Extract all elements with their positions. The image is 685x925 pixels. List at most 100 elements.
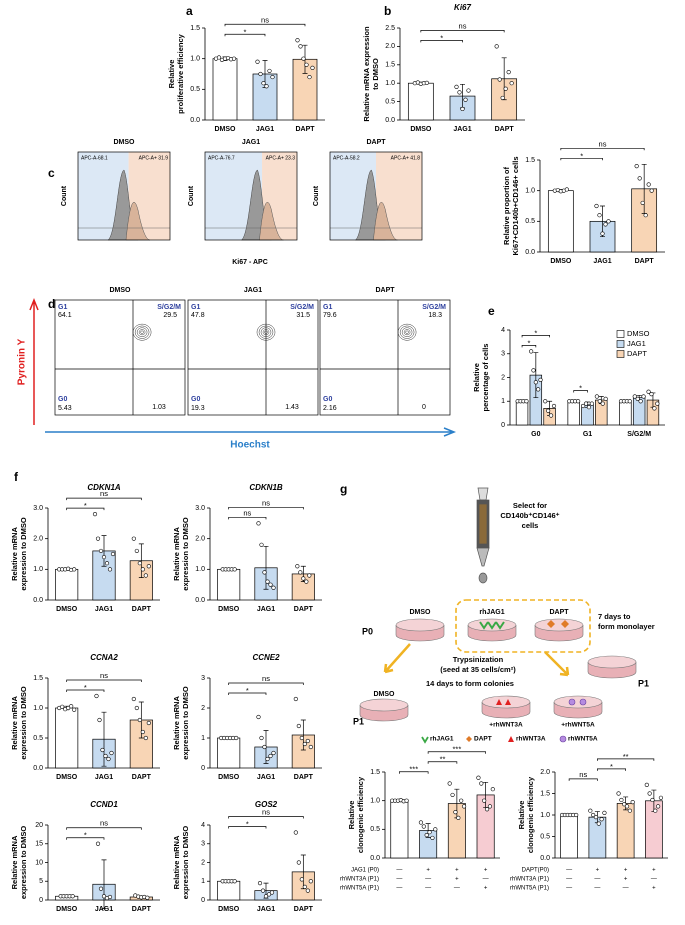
y-axis-label: Relative mRNA bbox=[172, 696, 181, 750]
dish-top bbox=[553, 695, 603, 709]
data-point bbox=[652, 406, 657, 411]
bar bbox=[560, 814, 578, 859]
significance-label: ** bbox=[440, 755, 446, 764]
data-point bbox=[646, 389, 651, 394]
bar bbox=[547, 190, 574, 253]
y-tick-label: 0.0 bbox=[540, 855, 550, 862]
y-axis-label: Relative bbox=[472, 363, 481, 392]
condition-mark: — bbox=[566, 886, 572, 892]
y-tick-label: 1.0 bbox=[525, 188, 535, 195]
x-tick-label: DAPT bbox=[294, 906, 314, 913]
data-point bbox=[143, 735, 148, 741]
p1-label: P1 bbox=[638, 678, 649, 688]
quadrant-value: 47.8 bbox=[191, 312, 205, 319]
significance-bracket bbox=[597, 768, 626, 771]
chart-title: CCNE2 bbox=[252, 653, 280, 662]
contour bbox=[260, 327, 272, 337]
y-tick-label: 1.0 bbox=[385, 80, 395, 87]
bar bbox=[217, 737, 241, 769]
y-tick-label: 2.0 bbox=[385, 43, 395, 50]
significance-bracket bbox=[521, 335, 550, 338]
significance-label: ns bbox=[261, 15, 269, 24]
flow-title: DAPT bbox=[366, 139, 386, 146]
panel-letter: a bbox=[186, 4, 193, 18]
data-point bbox=[603, 396, 608, 401]
y-tick-label: 1.5 bbox=[385, 62, 395, 69]
y-axis-label: Count bbox=[188, 185, 195, 206]
plot-frame bbox=[319, 299, 451, 416]
data-point bbox=[131, 536, 136, 541]
y-axis-label: expression to DMSO bbox=[181, 686, 190, 760]
data-point bbox=[104, 561, 110, 566]
data-point bbox=[266, 892, 272, 897]
data-point bbox=[427, 830, 432, 835]
significance-label: ns bbox=[459, 21, 467, 30]
x-tick-label: DAPT bbox=[295, 126, 315, 133]
data-point bbox=[597, 213, 602, 218]
data-point bbox=[658, 795, 664, 800]
data-point bbox=[98, 548, 104, 554]
data-point bbox=[261, 81, 266, 86]
significance-bracket bbox=[597, 758, 655, 761]
legend-icon bbox=[421, 736, 429, 744]
condition-label: rhWNT5A (P1) bbox=[340, 886, 379, 892]
significance-bracket bbox=[427, 761, 458, 764]
bar bbox=[619, 400, 632, 426]
x-axis-label: Hoechst bbox=[230, 440, 270, 451]
significance-bracket bbox=[228, 826, 267, 829]
condition-mark: — bbox=[594, 877, 600, 883]
y-tick-label: 10 bbox=[35, 859, 43, 866]
data-point bbox=[262, 570, 267, 575]
data-point bbox=[503, 86, 508, 91]
data-point bbox=[298, 570, 303, 575]
data-point bbox=[596, 821, 601, 826]
data-point bbox=[60, 704, 65, 709]
y-axis-label: Relative mRNA bbox=[10, 696, 19, 750]
data-point bbox=[107, 894, 113, 900]
y-tick-label: 20 bbox=[35, 822, 43, 829]
plot-frame bbox=[187, 299, 319, 416]
x-tick-label: JAG1 bbox=[453, 126, 471, 133]
panel-letter: f bbox=[14, 470, 19, 484]
y-tick-label: 4 bbox=[201, 822, 205, 829]
plot-frame bbox=[329, 151, 423, 241]
data-point bbox=[140, 729, 145, 735]
error-bar bbox=[101, 859, 107, 909]
x-axis-label: Ki67 - APC bbox=[232, 259, 268, 266]
x-arrow bbox=[45, 427, 457, 437]
data-point bbox=[308, 879, 313, 884]
y-axis-label: Relative mRNA bbox=[172, 835, 181, 889]
flow-title: DMSO bbox=[114, 139, 136, 146]
data-point bbox=[310, 65, 315, 70]
bar bbox=[212, 58, 238, 121]
significance-bracket bbox=[66, 689, 105, 692]
data-point bbox=[576, 399, 581, 404]
flow-title: JAG1 bbox=[242, 139, 260, 146]
x-tick-label: DMSO bbox=[56, 774, 78, 781]
significance-bracket bbox=[560, 147, 645, 151]
data-point bbox=[259, 542, 264, 547]
quadrant-value: 1.43 bbox=[285, 404, 299, 411]
bar bbox=[390, 800, 409, 859]
significance-bracket bbox=[228, 516, 267, 520]
data-point bbox=[137, 717, 142, 723]
data-point bbox=[295, 38, 300, 43]
data-point bbox=[231, 56, 237, 61]
data-point bbox=[649, 392, 654, 397]
data-point bbox=[94, 693, 99, 699]
y-axis-label: expression to DMSO bbox=[19, 826, 28, 900]
condition-mark: — bbox=[651, 877, 657, 883]
data-point bbox=[643, 213, 648, 218]
data-point bbox=[305, 738, 310, 744]
x-tick-label: JAG1 bbox=[593, 258, 611, 265]
contour bbox=[136, 327, 148, 337]
data-point bbox=[295, 564, 300, 569]
y-axis-label: Relative mRNA bbox=[172, 527, 181, 581]
x-tick-label: JAG1 bbox=[95, 906, 113, 913]
quadrant-value: 19.3 bbox=[191, 405, 205, 412]
data-point bbox=[574, 812, 579, 818]
y-tick-label: 1.5 bbox=[540, 790, 550, 797]
data-point bbox=[307, 573, 312, 578]
data-point bbox=[538, 377, 543, 382]
data-point bbox=[500, 95, 505, 101]
